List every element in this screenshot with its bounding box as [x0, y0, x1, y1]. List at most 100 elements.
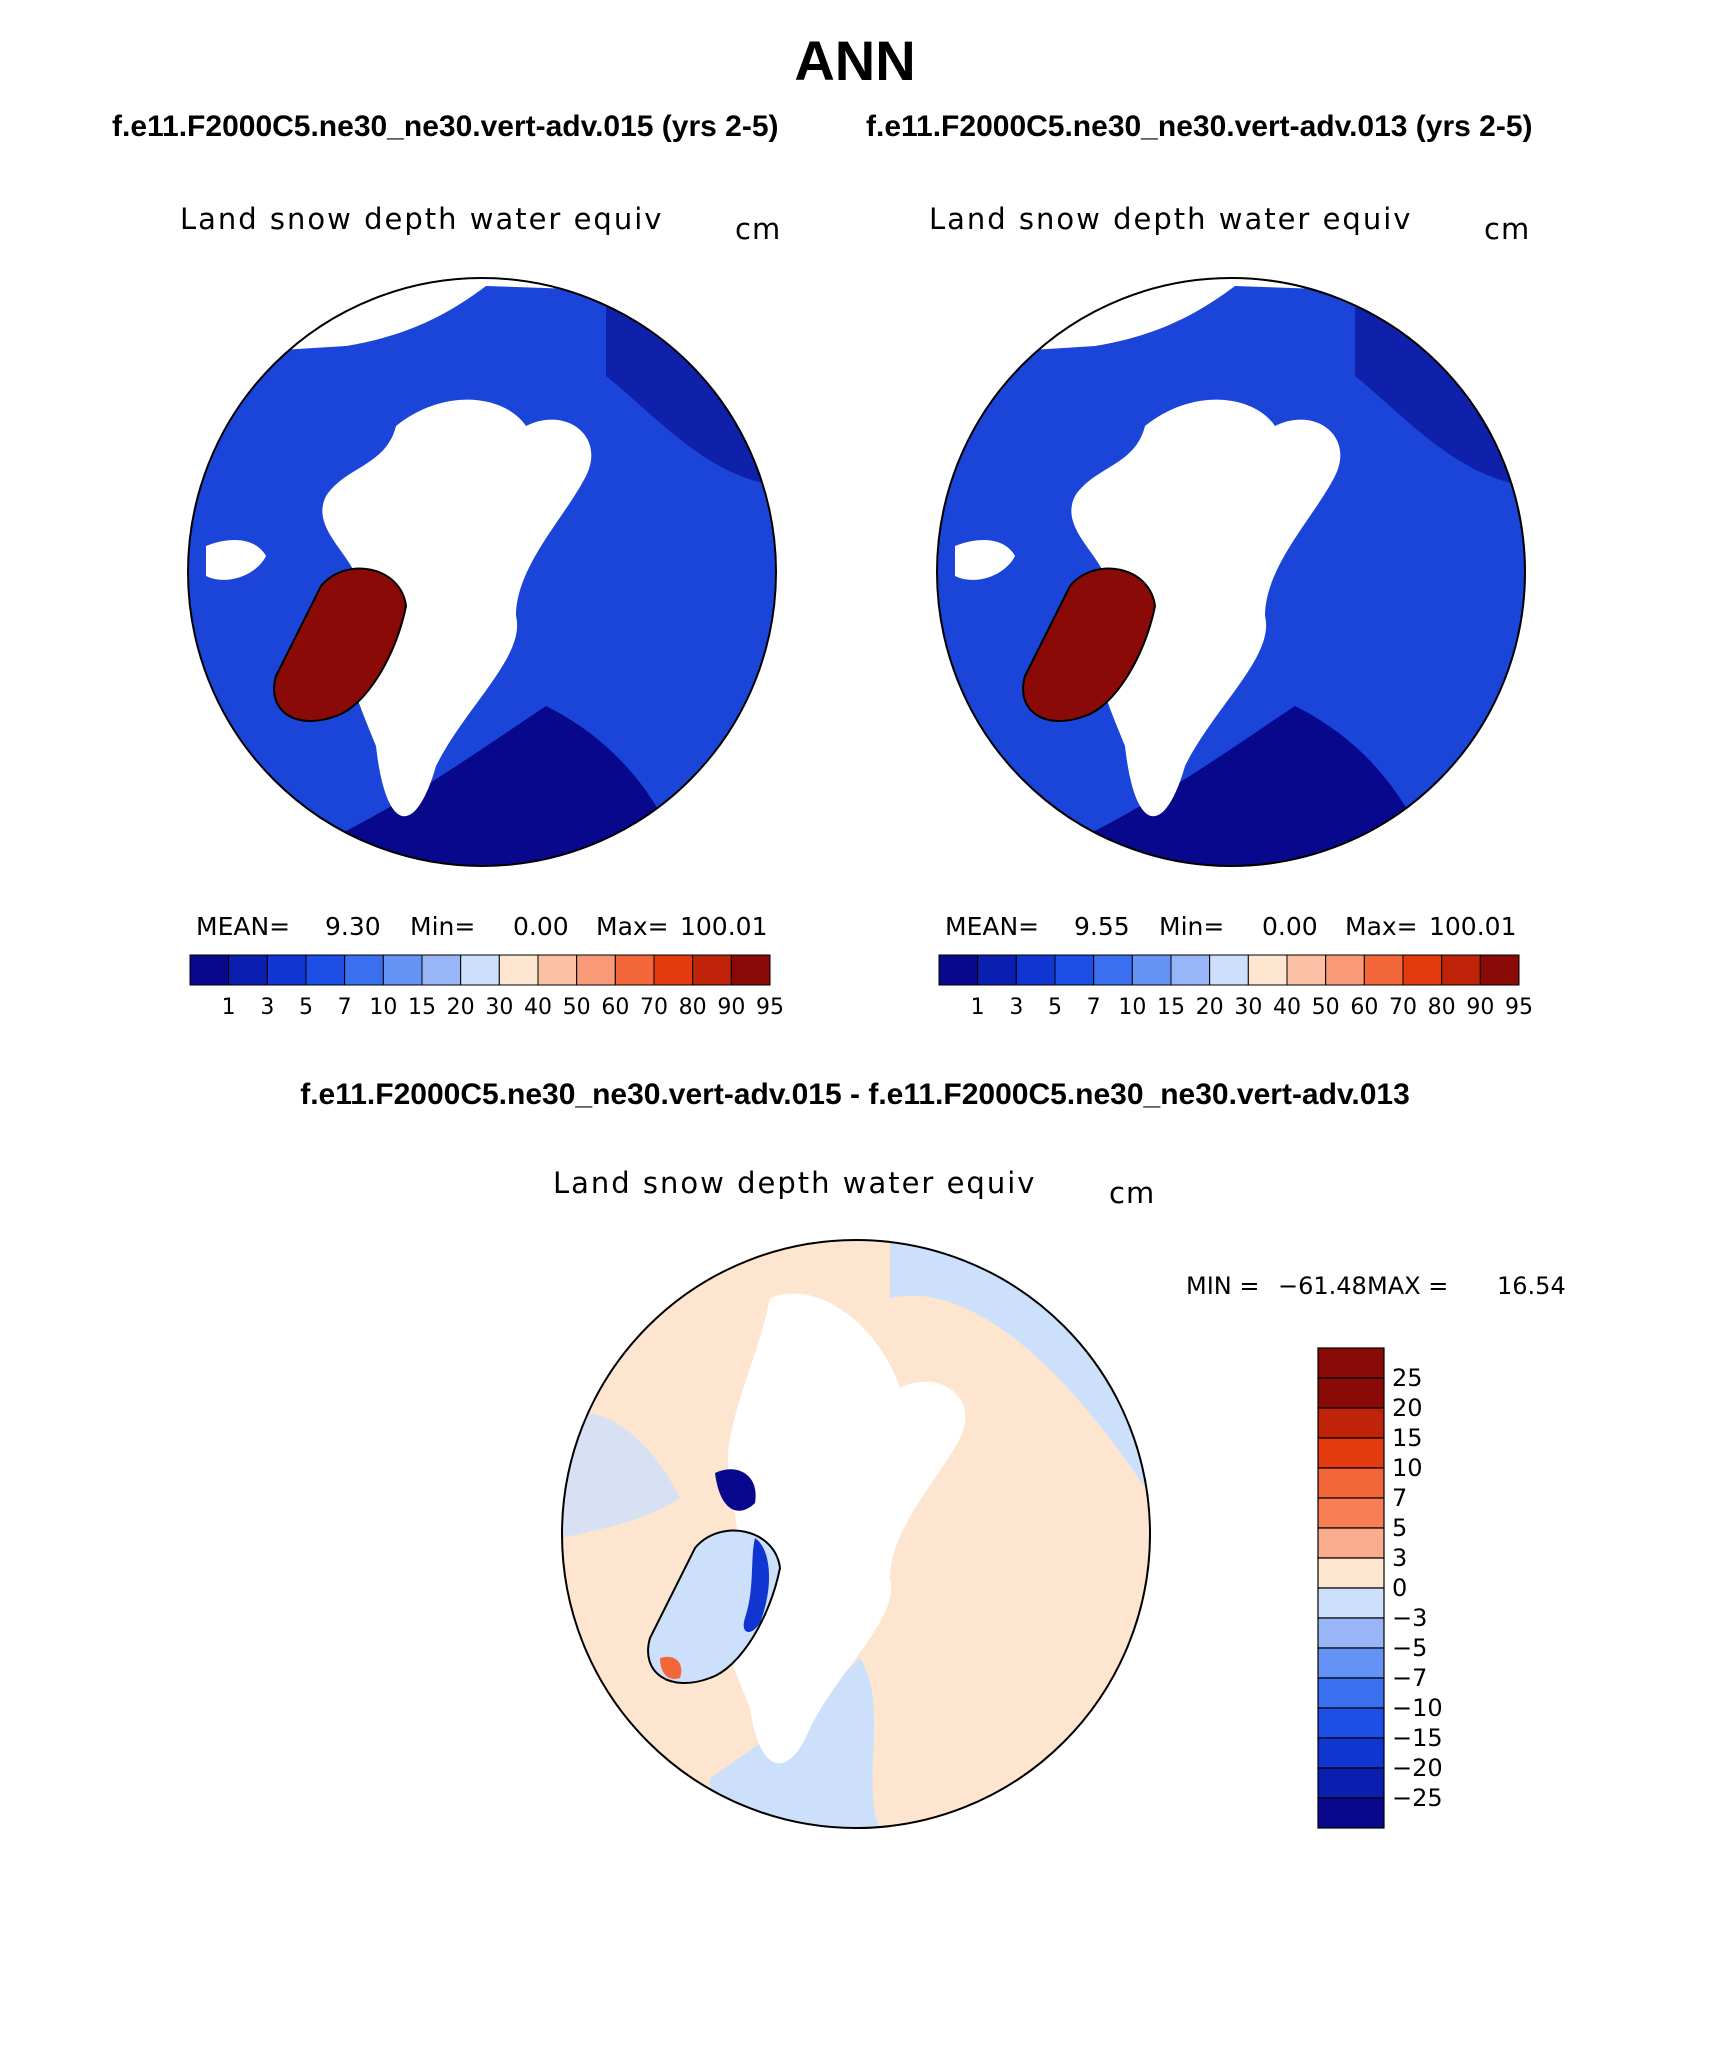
- colorbar-swatch: [1317, 1437, 1385, 1469]
- colorbar-tick-label: 3: [260, 995, 275, 1020]
- ellesmere-high-snow: [336, 574, 367, 593]
- colorbar-swatch: [1131, 954, 1172, 986]
- colorbar-swatch: [498, 954, 539, 986]
- low-snow-region: [1085, 706, 1435, 866]
- colorbar-labels-difference: 25 20 15 10 7 5 3 0 −3 −5 −7 −10 −15 −20 −25: [1388, 1348, 1468, 1828]
- colorbar-swatch: [1247, 954, 1288, 986]
- diff-min-label: MIN =: [1186, 1272, 1260, 1300]
- units-right: cm: [1484, 212, 1531, 246]
- colorbar-swatch: [1317, 1677, 1385, 1709]
- colorbar-labels-right: 1 3 5 7 10 15 20 30 40 50 60 70 80 90 95: [939, 995, 1533, 1025]
- colorbar-tick-label: 90: [1466, 995, 1495, 1020]
- colorbar-tick-label: 0: [1392, 1574, 1408, 1602]
- mean-value-left: 9.30: [325, 912, 381, 941]
- colorbar-swatch: [421, 954, 462, 986]
- colorbar-right: [938, 954, 1520, 986]
- colorbar-swatch: [382, 954, 423, 986]
- colorbar-swatch: [1317, 1707, 1385, 1739]
- colorbar-swatch: [344, 954, 384, 986]
- colorbar-tick-label: −3: [1392, 1604, 1428, 1632]
- greenland-diff: [647, 1529, 782, 1684]
- variable-title-right: Land snow depth water equiv: [929, 202, 1413, 236]
- colorbar-swatch: [614, 954, 655, 986]
- colorbar-swatch: [1054, 954, 1095, 986]
- colorbar-swatch: [1479, 954, 1520, 986]
- colorbar-tick-label: −15: [1392, 1724, 1443, 1752]
- polar-map-left: [187, 277, 777, 867]
- colorbar-tick-label: 40: [524, 995, 552, 1020]
- colorbar-tick-label: 80: [678, 995, 707, 1020]
- ellesmere-high-snow: [1085, 574, 1116, 593]
- colorbar-swatch: [1317, 1497, 1385, 1529]
- colorbar-swatch: [1441, 954, 1481, 986]
- colorbar-tick-label: 70: [640, 995, 668, 1020]
- colorbar-tick-label: 15: [408, 995, 436, 1020]
- colorbar-tick-label: 70: [1389, 995, 1417, 1020]
- min-value-left: 0.00: [513, 912, 569, 941]
- colorbar-swatch: [1317, 1587, 1385, 1619]
- mean-label-left: MEAN=: [196, 912, 291, 941]
- large-negative-diff: [715, 1469, 756, 1511]
- colorbar-tick-label: 60: [601, 995, 630, 1020]
- hudson-bay: [955, 540, 1015, 580]
- positive-diff-spot: [660, 1656, 682, 1679]
- mean-value-right: 9.55: [1074, 912, 1130, 941]
- colorbar-swatch: [1402, 954, 1443, 986]
- arctic-ocean: [322, 399, 592, 817]
- negative-diff-region: [562, 1412, 680, 1538]
- colorbar-swatch: [1317, 1767, 1385, 1799]
- colorbar-tick-label: −10: [1392, 1694, 1443, 1722]
- colorbar-tick-label: 60: [1350, 995, 1379, 1020]
- colorbar-swatch: [1317, 1467, 1385, 1499]
- colorbar-tick-label: 95: [1505, 995, 1533, 1020]
- colorbar-left: [189, 954, 771, 986]
- colorbar-tick-label: 15: [1157, 995, 1185, 1020]
- polar-map-difference: [561, 1239, 1151, 1829]
- diff-max-value: 16.54: [1497, 1272, 1566, 1300]
- case-name-left: f.e11.F2000C5.ne30_ne30.vert-adv.015 (yr…: [112, 110, 779, 143]
- max-label-right: Max=: [1345, 912, 1418, 941]
- colorbar-tick-label: 50: [562, 995, 591, 1020]
- polar-map-right: [936, 277, 1526, 867]
- variable-title-left: Land snow depth water equiv: [180, 202, 664, 236]
- colorbar-swatch: [537, 954, 578, 986]
- colorbar-tick-label: 20: [1195, 995, 1224, 1020]
- colorbar-tick-label: 1: [970, 995, 985, 1020]
- colorbar-tick-label: 95: [756, 995, 784, 1020]
- colorbar-swatch: [938, 954, 979, 986]
- colorbar-tick-label: 3: [1392, 1544, 1408, 1572]
- colorbar-tick-label: 15: [1392, 1424, 1423, 1452]
- variable-title-diff: Land snow depth water equiv: [553, 1166, 1037, 1200]
- min-label-left: Min=: [410, 912, 476, 941]
- colorbar-swatch: [977, 954, 1017, 986]
- min-value-right: 0.00: [1262, 912, 1318, 941]
- arctic-ocean: [1071, 399, 1341, 817]
- colorbar-swatch: [692, 954, 732, 986]
- units-left: cm: [735, 212, 782, 246]
- max-value-right: 100.01: [1429, 912, 1517, 941]
- colorbar-tick-label: 10: [1118, 995, 1147, 1020]
- colorbar-tick-label: 80: [1427, 995, 1456, 1020]
- colorbar-swatch: [1015, 954, 1056, 986]
- colorbar-swatch: [730, 954, 771, 986]
- map-field: [937, 278, 1525, 866]
- colorbar-tick-label: 90: [717, 995, 746, 1020]
- map-boundary: [561, 1239, 1151, 1829]
- colorbar-swatch: [1317, 1377, 1385, 1409]
- max-value-left: 100.01: [680, 912, 768, 941]
- colorbar-swatch: [460, 954, 500, 986]
- min-label-right: Min=: [1159, 912, 1225, 941]
- colorbar-swatch: [1317, 1557, 1385, 1589]
- colorbar-swatch: [576, 954, 616, 986]
- mean-label-right: MEAN=: [945, 912, 1040, 941]
- large-negative-diff: [743, 1538, 770, 1633]
- colorbar-swatch: [1317, 1797, 1385, 1829]
- colorbar-swatch: [1286, 954, 1327, 986]
- colorbar-tick-label: 7: [337, 995, 352, 1020]
- colorbar-tick-label: 30: [485, 995, 514, 1020]
- greenland-high-snow: [1022, 567, 1157, 722]
- colorbar-swatch: [305, 954, 346, 986]
- colorbar-tick-label: 7: [1086, 995, 1101, 1020]
- colorbar-tick-label: 10: [369, 995, 398, 1020]
- colorbar-swatch: [1317, 1407, 1385, 1439]
